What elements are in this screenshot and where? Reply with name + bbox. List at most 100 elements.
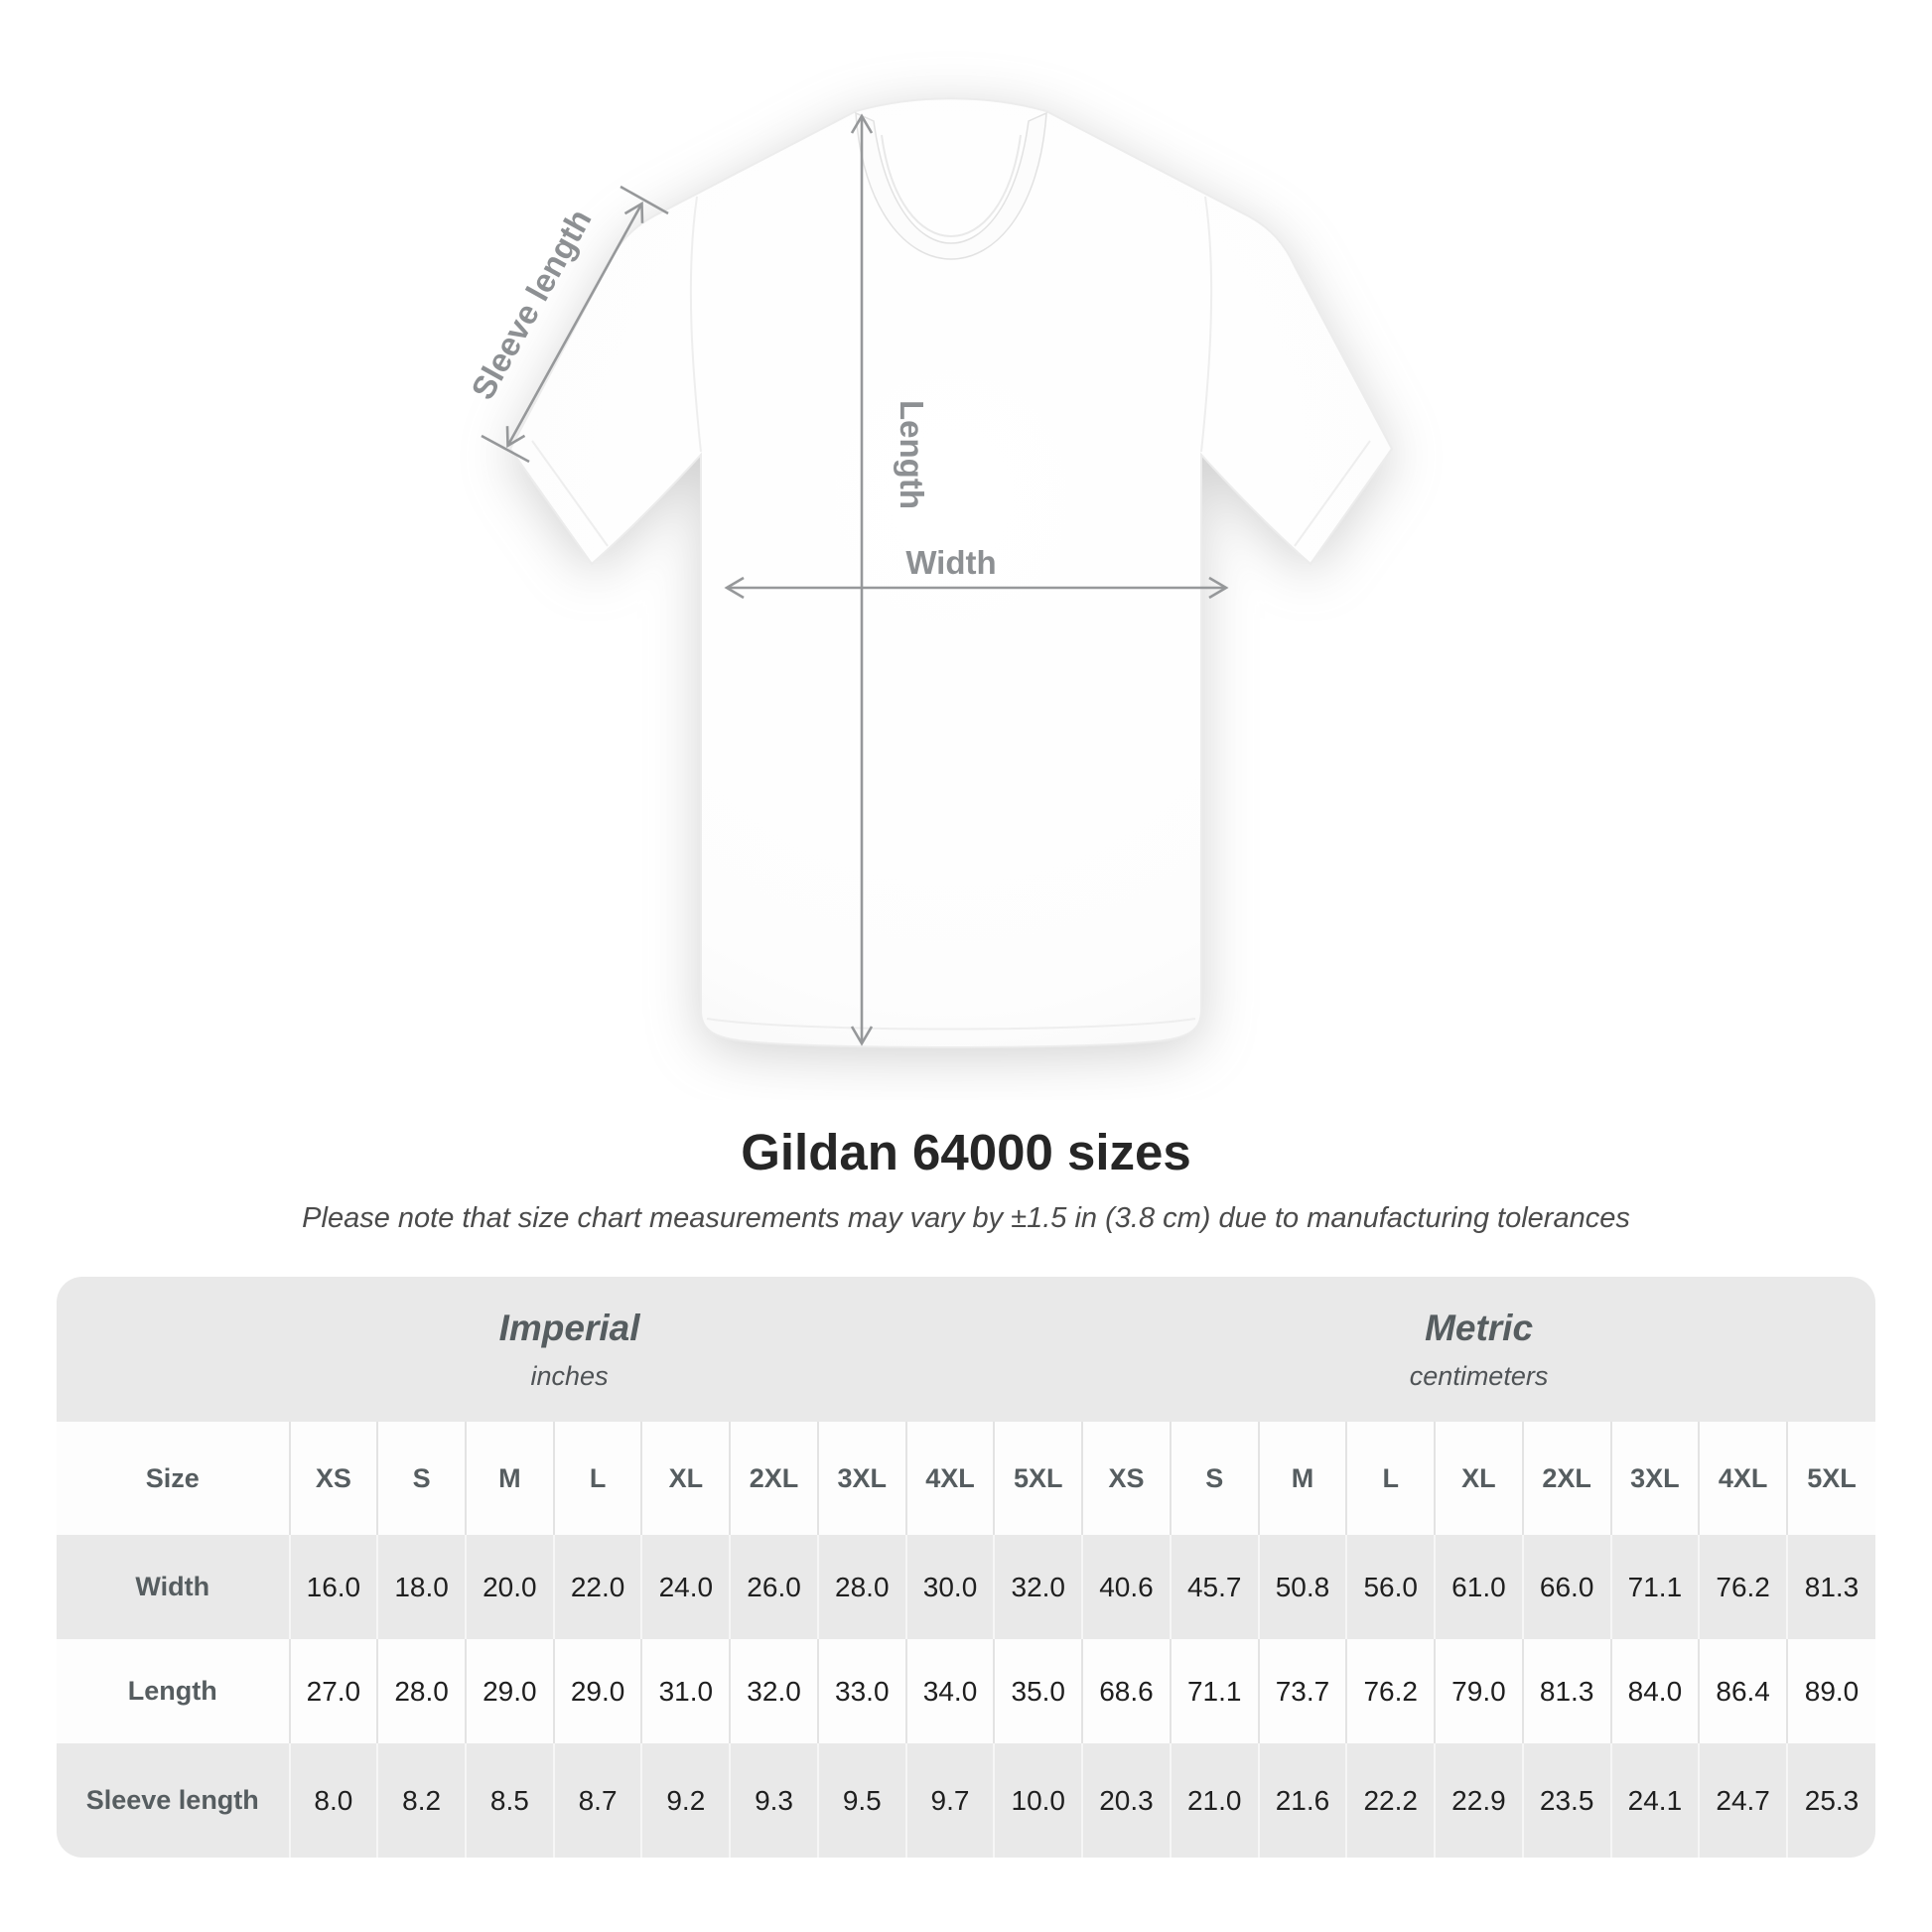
value-cell: 9.5 xyxy=(816,1743,906,1858)
size-col-header-metric-l: L xyxy=(1345,1422,1436,1535)
value-cell: 20.0 xyxy=(464,1535,554,1639)
size-chart-body: Width 16.0 18.0 20.0 22.0 24.0 26.0 28.0 30.0 32.… xyxy=(57,1535,1875,1858)
group-unit-label: centimeters xyxy=(1409,1360,1549,1391)
value-cell: 73.7 xyxy=(1257,1639,1347,1743)
value-cell: 10.0 xyxy=(993,1743,1083,1858)
value-cell: 22.9 xyxy=(1434,1743,1523,1858)
value-cell: 27.0 xyxy=(288,1639,378,1743)
measurement-row-sleeve-length: Sleeve length 8.0 8.2 8.5 8.7 9.2 9.3 9.5 9.7 10.… xyxy=(57,1743,1875,1858)
group-unit-label: inches xyxy=(530,1360,609,1391)
value-cell: 56.0 xyxy=(1345,1535,1436,1639)
value-cell: 68.6 xyxy=(1081,1639,1171,1743)
value-cell: 8.5 xyxy=(464,1743,554,1858)
size-col-header-metric-3xl: 3XL xyxy=(1609,1422,1700,1535)
value-cell: 30.0 xyxy=(904,1535,995,1639)
value-cell: 76.2 xyxy=(1698,1535,1787,1639)
value-cell: 22.2 xyxy=(1345,1743,1436,1858)
value-cell: 26.0 xyxy=(729,1535,818,1639)
size-col-header-imperial-xs: XS xyxy=(288,1422,378,1535)
tshirt-illustration: Sleeve length Length Width xyxy=(464,97,1394,1048)
value-cell: 9.3 xyxy=(729,1743,818,1858)
group-header-metric: Metric centimeters xyxy=(1082,1277,1875,1422)
value-cell: 25.3 xyxy=(1786,1743,1875,1858)
size-col-header-imperial-5xl: 5XL xyxy=(993,1422,1083,1535)
value-cell: 89.0 xyxy=(1786,1639,1875,1743)
value-cell: 31.0 xyxy=(640,1639,731,1743)
value-cell: 79.0 xyxy=(1434,1639,1523,1743)
value-cell: 61.0 xyxy=(1434,1535,1523,1639)
value-cell: 33.0 xyxy=(816,1639,906,1743)
value-cell: 81.3 xyxy=(1786,1535,1875,1639)
value-cell: 8.0 xyxy=(288,1743,378,1858)
value-cell: 35.0 xyxy=(993,1639,1083,1743)
row-label: Length xyxy=(127,1676,217,1706)
size-col-header-metric-4xl: 4XL xyxy=(1698,1422,1787,1535)
value-cell: 71.1 xyxy=(1609,1535,1700,1639)
tshirt-measurement-diagram: Sleeve length Length Width xyxy=(464,97,1394,1048)
size-col-header-metric-xl: XL xyxy=(1434,1422,1523,1535)
value-cell: 21.6 xyxy=(1257,1743,1347,1858)
value-cell: 9.2 xyxy=(640,1743,731,1858)
size-col-header-metric-5xl: 5XL xyxy=(1786,1422,1875,1535)
tshirt-collar xyxy=(855,111,1047,260)
sleeve-length-arrow xyxy=(481,185,669,464)
tshirt-body xyxy=(508,97,1394,1048)
measurement-row-width: Width 16.0 18.0 20.0 22.0 24.0 26.0 28.0 30.0 32.… xyxy=(57,1535,1875,1639)
size-chart-panel: Imperial inches Metric centimeters Size XS S M… xyxy=(57,1277,1875,1858)
value-cell: 8.2 xyxy=(376,1743,466,1858)
value-cell: 29.0 xyxy=(464,1639,554,1743)
size-col-header-metric-s: S xyxy=(1169,1422,1259,1535)
size-col-header-imperial-m: M xyxy=(464,1422,554,1535)
unit-group-header-row: Imperial inches Metric centimeters xyxy=(57,1277,1875,1422)
tshirt-collar-stitch xyxy=(881,134,1022,237)
value-cell: 9.7 xyxy=(904,1743,995,1858)
size-column-header: Size xyxy=(145,1462,200,1493)
size-col-header-metric-m: M xyxy=(1257,1422,1347,1535)
value-cell: 86.4 xyxy=(1698,1639,1787,1743)
size-col-header-imperial-l: L xyxy=(552,1422,642,1535)
tshirt-seams xyxy=(531,196,1371,1031)
value-cell: 18.0 xyxy=(376,1535,466,1639)
value-cell: 23.5 xyxy=(1521,1743,1611,1858)
value-cell: 76.2 xyxy=(1345,1639,1436,1743)
value-cell: 66.0 xyxy=(1521,1535,1611,1639)
value-cell: 32.0 xyxy=(729,1639,818,1743)
size-chart-table: Imperial inches Metric centimeters Size XS S M… xyxy=(57,1277,1875,1858)
value-cell: 28.0 xyxy=(376,1639,466,1743)
value-cell: 21.0 xyxy=(1169,1743,1259,1858)
size-col-header-imperial-s: S xyxy=(376,1422,466,1535)
length-label: Length xyxy=(894,400,930,509)
size-col-header-imperial-2xl: 2XL xyxy=(729,1422,818,1535)
value-cell: 29.0 xyxy=(552,1639,642,1743)
value-cell: 40.6 xyxy=(1081,1535,1171,1639)
value-cell: 16.0 xyxy=(288,1535,378,1639)
row-label: Sleeve length xyxy=(85,1785,259,1815)
value-cell: 32.0 xyxy=(993,1535,1083,1639)
size-col-header-imperial-3xl: 3XL xyxy=(816,1422,906,1535)
page-title: Gildan 64000 sizes xyxy=(741,1124,1191,1180)
size-col-header-metric-2xl: 2XL xyxy=(1521,1422,1611,1535)
value-cell: 84.0 xyxy=(1609,1639,1700,1743)
group-name-label: Imperial xyxy=(498,1307,640,1348)
value-cell: 8.7 xyxy=(552,1743,642,1858)
value-cell: 28.0 xyxy=(816,1535,906,1639)
tolerance-note: Please note that size chart measurements… xyxy=(302,1202,1630,1234)
size-col-header-imperial-4xl: 4XL xyxy=(904,1422,995,1535)
value-cell: 34.0 xyxy=(904,1639,995,1743)
value-cell: 81.3 xyxy=(1521,1639,1611,1743)
size-header-row: Size XS S M L XL 2XL 3XL 4XL 5XL XS S M L XL 2XL 3XL 4XL 5… xyxy=(57,1422,1875,1535)
value-cell: 71.1 xyxy=(1169,1639,1259,1743)
value-cell: 24.0 xyxy=(640,1535,731,1639)
size-col-header-metric-xs: XS xyxy=(1081,1422,1171,1535)
measurement-row-length: Length 27.0 28.0 29.0 29.0 31.0 32.0 33.0 34.0 35… xyxy=(57,1639,1875,1743)
value-cell: 20.3 xyxy=(1081,1743,1171,1858)
value-cell: 24.1 xyxy=(1609,1743,1700,1858)
value-cell: 24.7 xyxy=(1698,1743,1787,1858)
row-label: Width xyxy=(135,1572,210,1601)
group-name-label: Metric xyxy=(1425,1307,1534,1348)
value-cell: 50.8 xyxy=(1257,1535,1347,1639)
width-label: Width xyxy=(905,544,996,581)
value-cell: 45.7 xyxy=(1169,1535,1259,1639)
size-col-header-imperial-xl: XL xyxy=(640,1422,731,1535)
